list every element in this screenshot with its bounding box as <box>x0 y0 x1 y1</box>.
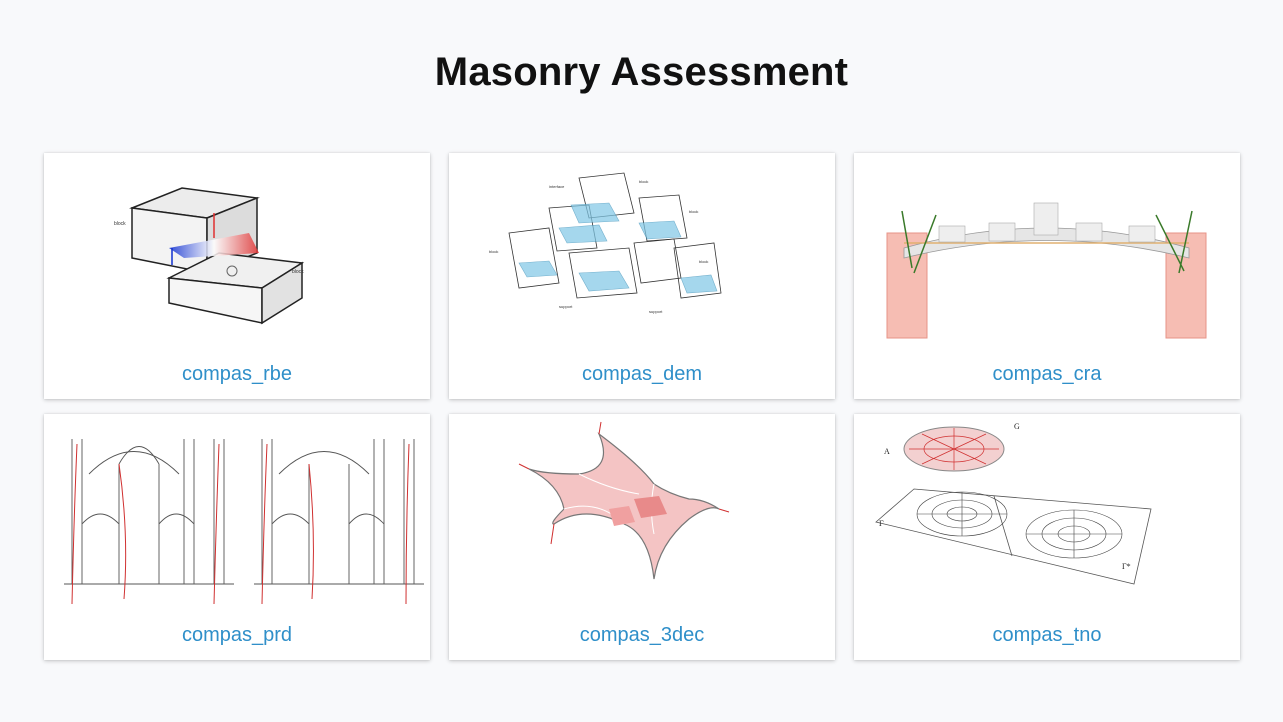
discrete-element-assembly-diagram-icon: interface block block block block suppor… <box>489 172 722 314</box>
card-label[interactable]: compas_3dec <box>579 624 705 646</box>
svg-text:block: block <box>689 209 698 214</box>
card-label[interactable]: compas_cra <box>992 363 1102 385</box>
card-label[interactable]: compas_tno <box>992 624 1102 646</box>
card-label[interactable]: compas_prd <box>181 624 293 646</box>
svg-text:A: A <box>884 447 890 456</box>
card-compas-tno[interactable]: A G Γ Γ* compas_tno <box>854 414 1240 660</box>
gothic-cathedral-section-drawing-icon <box>64 439 424 605</box>
svg-text:block: block <box>292 269 304 275</box>
thrust-network-dome-diagram-icon: A G Γ Γ* <box>875 422 1152 585</box>
svg-text:support: support <box>649 309 663 314</box>
card-compas-rbe[interactable]: block block compas_rbe <box>44 153 430 399</box>
svg-text:block: block <box>114 221 126 227</box>
svg-text:Γ*: Γ* <box>1122 562 1131 571</box>
svg-text:interface: interface <box>549 184 565 189</box>
card-label[interactable]: compas_rbe <box>181 363 293 385</box>
svg-text:G: G <box>1014 422 1020 431</box>
svg-text:Γ: Γ <box>879 519 884 528</box>
card-compas-3dec[interactable]: compas_3dec <box>449 414 835 660</box>
svg-text:support: support <box>559 304 573 309</box>
shell-vault-mesh-model-icon <box>518 421 730 580</box>
svg-text:block: block <box>489 249 498 254</box>
rigid-block-interface-diagram-icon: block block <box>114 187 305 325</box>
svg-text:block: block <box>639 179 648 184</box>
svg-text:block: block <box>699 259 708 264</box>
card-label[interactable]: compas_dem <box>581 363 703 385</box>
coupled-rigid-block-arch-model-icon <box>886 202 1207 339</box>
card-compas-cra[interactable]: compas_cra <box>854 153 1240 399</box>
card-compas-dem[interactable]: interface block block block block suppor… <box>449 153 835 399</box>
page-title: Masonry Assessment <box>434 50 849 94</box>
card-compas-prd[interactable]: compas_prd <box>44 414 430 660</box>
